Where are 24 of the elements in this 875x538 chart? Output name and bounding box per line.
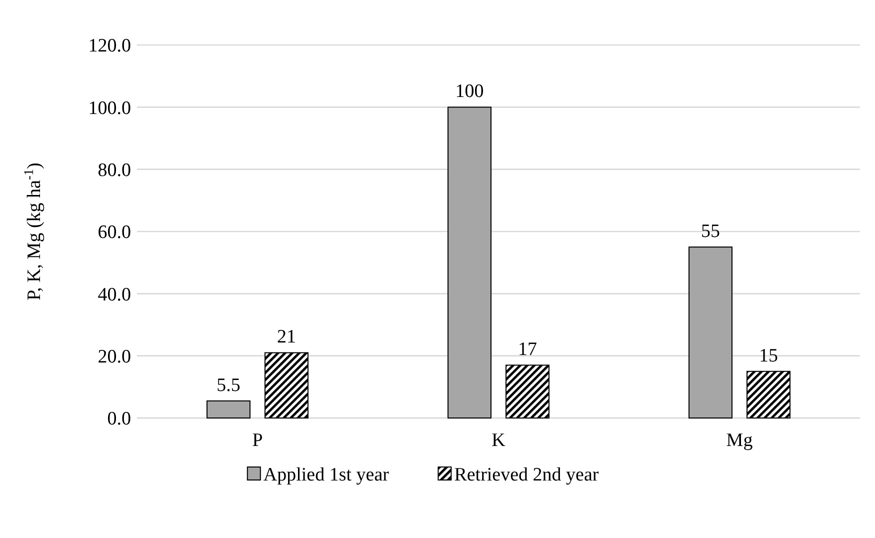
bar [688, 246, 732, 418]
y-tick-label: 40.0 [98, 284, 131, 306]
bar [448, 106, 492, 418]
legend-label: Applied 1st year [263, 464, 390, 486]
bar [264, 352, 308, 418]
x-tick-label: K [492, 430, 506, 451]
bar [746, 370, 790, 418]
y-tick-label: 120.0 [88, 36, 131, 57]
bar [506, 364, 550, 418]
bar [206, 400, 250, 418]
legend-label: Retrieved 2nd year [454, 464, 600, 486]
x-tick-label: Mg [726, 430, 754, 451]
data-label: 55 [701, 221, 720, 242]
data-label: 21 [277, 326, 296, 348]
data-label: 5.5 [216, 374, 240, 396]
data-label: 100 [455, 81, 484, 102]
x-tick-label: P [252, 430, 263, 451]
data-label: 15 [759, 345, 778, 366]
y-tick-label: 60.0 [98, 222, 131, 244]
data-label: 17 [518, 339, 537, 360]
y-tick-label: 0.0 [107, 408, 131, 430]
y-tick-label: 20.0 [98, 346, 131, 368]
y-tick-label: 80.0 [98, 160, 131, 181]
y-tick-label: 100.0 [88, 98, 131, 119]
